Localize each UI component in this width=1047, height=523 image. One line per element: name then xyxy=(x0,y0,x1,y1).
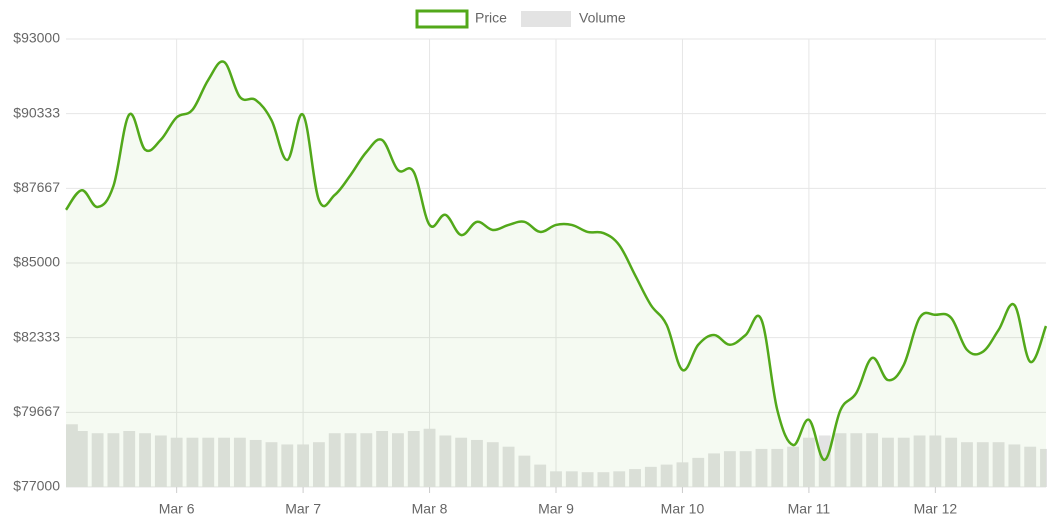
y-tick-label: $79667 xyxy=(13,403,60,419)
y-tick-label: $82333 xyxy=(13,328,60,344)
y-tick-label: $85000 xyxy=(13,254,60,270)
legend-label: Price xyxy=(475,10,507,26)
volume-bar xyxy=(565,471,578,487)
x-tick-label: Mar 7 xyxy=(285,501,321,517)
volume-bar xyxy=(550,471,562,487)
volume-bar xyxy=(202,437,215,487)
volume-bar xyxy=(1008,444,1021,487)
price-area xyxy=(66,61,1046,488)
volume-bar xyxy=(502,446,515,487)
volume-bar xyxy=(107,433,120,487)
volume-bar xyxy=(328,433,341,487)
volume-bar xyxy=(154,435,167,487)
volume-bar xyxy=(802,437,815,487)
volume-bar xyxy=(692,457,705,487)
volume-bar xyxy=(1040,448,1047,487)
volume-bar xyxy=(850,433,863,487)
volume-bar xyxy=(407,431,420,487)
volume-bar xyxy=(518,455,531,487)
volume-bar xyxy=(818,435,831,487)
volume-bar xyxy=(486,442,499,487)
x-tick-label: Mar 10 xyxy=(661,501,705,517)
volume-bar xyxy=(660,464,673,487)
y-tick-label: $77000 xyxy=(13,478,60,494)
volume-bar xyxy=(392,433,404,487)
volume-bar xyxy=(992,442,1005,487)
legend-swatch xyxy=(521,11,571,27)
volume-bar xyxy=(723,451,736,487)
legend-swatch xyxy=(415,9,469,29)
volume-bar xyxy=(312,442,325,487)
volume-bar xyxy=(629,469,641,487)
volume-bar xyxy=(281,444,294,487)
y-tick-label: $93000 xyxy=(13,30,60,46)
volume-bar xyxy=(66,424,78,487)
volume-bar xyxy=(597,472,610,487)
y-tick-label: $90333 xyxy=(13,104,60,120)
volume-bar xyxy=(233,437,246,487)
x-tick-label: Mar 9 xyxy=(538,501,574,517)
volume-bar xyxy=(834,433,847,487)
volume-bar xyxy=(139,433,151,487)
volume-bar xyxy=(218,437,230,487)
volume-bar xyxy=(360,433,373,487)
volume-bar xyxy=(186,437,199,487)
volume-bar xyxy=(961,442,973,487)
volume-bar xyxy=(170,437,183,487)
volume-bar xyxy=(91,433,104,487)
volume-bar xyxy=(755,448,768,487)
volume-bar xyxy=(897,437,910,487)
volume-bar xyxy=(423,428,436,487)
volume-bar xyxy=(929,435,942,487)
x-tick-label: Mar 6 xyxy=(159,501,195,517)
volume-bar xyxy=(123,431,136,487)
x-tick-label: Mar 8 xyxy=(412,501,448,517)
x-tick-label: Mar 11 xyxy=(788,501,831,517)
volume-bar xyxy=(581,472,594,487)
volume-bar xyxy=(913,435,926,487)
x-tick-label: Mar 12 xyxy=(914,501,958,517)
price-line xyxy=(64,60,1047,462)
y-tick-label: $87667 xyxy=(13,179,60,195)
volume-bar xyxy=(1024,446,1037,487)
volume-bar xyxy=(676,462,689,487)
volume-bar xyxy=(249,439,262,487)
volume-bar xyxy=(708,453,720,487)
volume-bar xyxy=(787,446,800,487)
volume-bar xyxy=(739,451,752,487)
volume-bar xyxy=(376,431,389,487)
volume-bar xyxy=(297,444,310,487)
volume-bar xyxy=(644,466,657,487)
volume-bar xyxy=(945,437,958,487)
legend-label: Volume xyxy=(579,10,626,26)
volume-bar xyxy=(976,442,989,487)
volume-bar xyxy=(439,435,452,487)
volume-bar xyxy=(471,439,483,487)
volume-bar xyxy=(75,431,88,487)
volume-bar xyxy=(344,433,357,487)
volume-bar xyxy=(771,448,784,487)
volume-bar xyxy=(455,437,468,487)
volume-bar xyxy=(866,433,879,487)
volume-bar xyxy=(882,437,894,487)
volume-bar xyxy=(613,471,626,487)
volume-bar xyxy=(534,464,547,487)
volume-bar xyxy=(265,442,278,487)
